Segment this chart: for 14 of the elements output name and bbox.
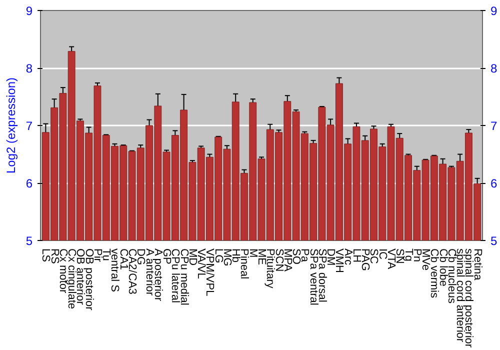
y-tick-label: 9 [26, 4, 33, 18]
y2-tick-label: 5 [490, 234, 498, 248]
y-axis-title: Log2 (expression) [4, 77, 18, 174]
y-tick-label: 6 [26, 176, 33, 190]
y2-tick-label: 8 [490, 62, 498, 76]
y2-tick-label: 9 [490, 4, 498, 18]
y-tick-label: 8 [26, 62, 33, 76]
x-tick-label: LS [40, 248, 52, 262]
y-tick-label: 7 [26, 119, 33, 133]
x-tick-label: Tg [402, 248, 414, 262]
y2-tick-label: 7 [490, 119, 498, 133]
x-tick-label: Pituitary [264, 248, 276, 289]
y2-tick-label: 6 [490, 176, 498, 190]
y-tick-label: 5 [26, 234, 33, 248]
